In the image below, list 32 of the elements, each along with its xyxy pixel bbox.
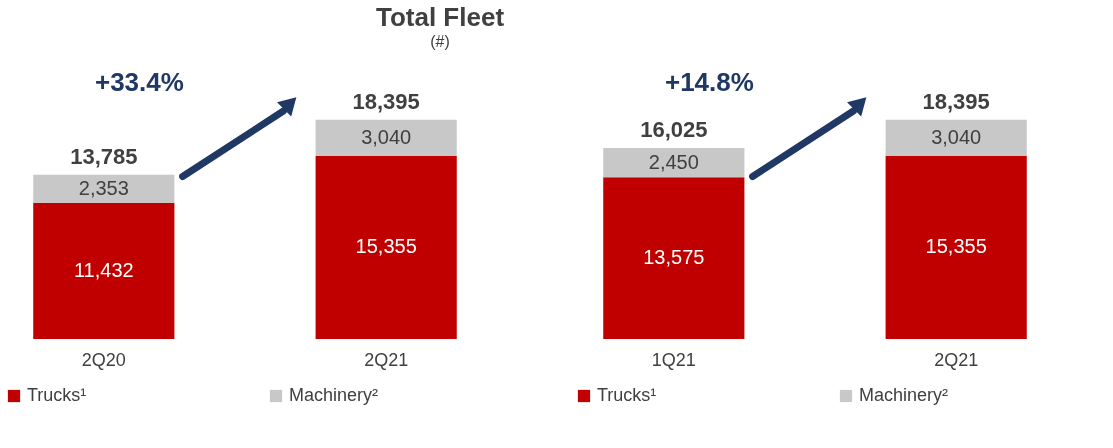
- data-label: 15,355: [355, 235, 417, 258]
- total-label: 16,025: [640, 117, 708, 143]
- chart-subtitle: (#): [430, 33, 450, 50]
- legend-label: Machinery²: [859, 385, 949, 405]
- chart-title: Total Fleet: [375, 2, 505, 32]
- total-label: 18,395: [922, 88, 990, 114]
- x-tick-label: 2Q20: [81, 349, 126, 370]
- bar: [885, 119, 1027, 156]
- data-label: 2,450: [648, 150, 699, 173]
- total-label: 18,395: [352, 88, 420, 114]
- data-label: 11,432: [73, 258, 134, 281]
- bar: [315, 156, 457, 339]
- x-tick-label: 1Q21: [651, 349, 696, 370]
- bar: [885, 156, 1027, 339]
- bar: [603, 177, 745, 339]
- text: +14.8%: [664, 66, 754, 97]
- legend-label: Trucks¹: [597, 385, 657, 405]
- text: +33.4%: [94, 66, 184, 97]
- bar: [33, 174, 175, 203]
- total-label: 13,785: [70, 143, 138, 169]
- data-label: 2,353: [78, 176, 129, 199]
- legend-label: Machinery²: [289, 385, 379, 405]
- data-label: 15,355: [925, 235, 987, 258]
- data-label: 3,040: [361, 125, 412, 148]
- x-tick-label: 2Q21: [364, 349, 409, 370]
- bar: [315, 119, 457, 156]
- bar: [33, 202, 175, 339]
- data-label: 13,575: [643, 246, 705, 269]
- bar: [603, 148, 745, 178]
- x-tick-label: 2Q21: [934, 349, 979, 370]
- data-label: 3,040: [931, 125, 982, 148]
- legend-label: Trucks¹: [27, 385, 87, 405]
